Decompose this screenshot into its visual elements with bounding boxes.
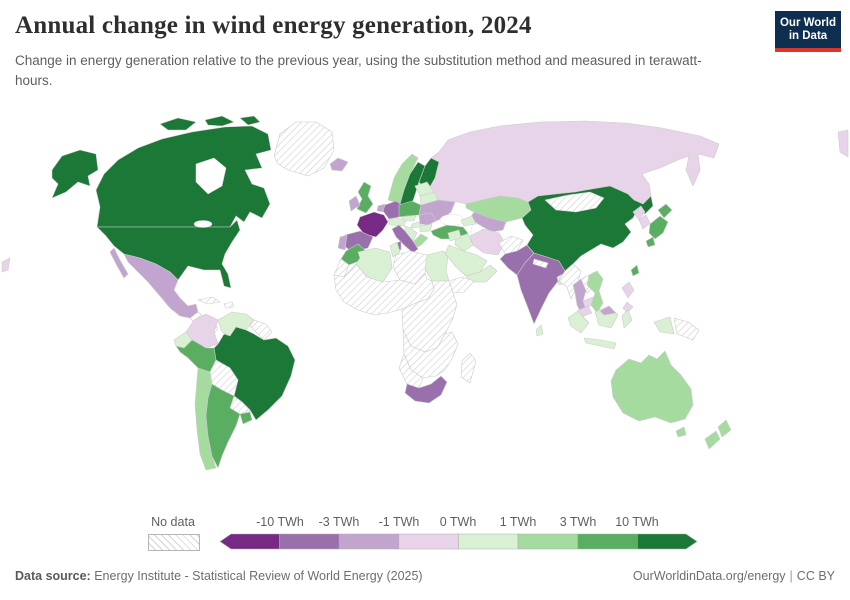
legend-segment[interactable]: [398, 533, 459, 550]
country-france[interactable]: [356, 211, 389, 238]
country-taiwan[interactable]: [630, 264, 640, 277]
footer: Data source: Energy Institute - Statisti…: [15, 569, 835, 583]
legend-tick-label: -1 TWh: [378, 515, 420, 529]
country-ireland[interactable]: [348, 195, 361, 212]
country-japan-kyushu[interactable]: [645, 236, 656, 248]
country-tasmania[interactable]: [675, 426, 687, 438]
legend-segment[interactable]: [517, 533, 579, 550]
owid-logo-line1: Our World: [779, 16, 836, 29]
footer-separator: |: [789, 569, 793, 583]
legend-segment[interactable]: [577, 533, 638, 550]
country-greenland[interactable]: [273, 121, 335, 177]
country-baltics[interactable]: [414, 181, 435, 197]
country-canada[interactable]: [95, 125, 272, 228]
country-syria[interactable]: [447, 229, 462, 242]
country-hispaniola[interactable]: [223, 301, 235, 309]
country-canada-arctic-3[interactable]: [239, 115, 261, 126]
footer-datasource-label: Data source:: [15, 569, 91, 583]
country-indonesia-sulawesi[interactable]: [621, 309, 633, 329]
legend-segment[interactable]: [636, 533, 698, 550]
page-title: Annual change in wind energy generation,…: [15, 12, 532, 39]
country-uruguay[interactable]: [239, 411, 253, 425]
legend-no-data-label: No data: [151, 515, 195, 529]
country-cuba[interactable]: [197, 296, 221, 305]
country-portugal[interactable]: [337, 234, 348, 251]
legend-color-bar: [219, 533, 698, 550]
legend-segment[interactable]: [219, 533, 280, 550]
country-vietnam[interactable]: [586, 270, 604, 314]
country-usa-alaska[interactable]: [51, 149, 99, 199]
country-new-zealand-south[interactable]: [704, 430, 721, 450]
country-afghanistan[interactable]: [498, 235, 524, 255]
footer-datasource-text: Energy Institute - Statistical Review of…: [90, 569, 423, 583]
world-choropleth-map: [0, 112, 850, 507]
legend-tick-label: 10 TWh: [615, 515, 659, 529]
country-australia[interactable]: [610, 350, 694, 424]
legend-segment[interactable]: [279, 533, 340, 550]
country-mongolia[interactable]: [544, 191, 605, 213]
black-sea: [439, 214, 465, 226]
country-uk[interactable]: [356, 181, 374, 214]
page-subtitle: Change in energy generation relative to …: [15, 53, 702, 88]
country-new-zealand-north[interactable]: [717, 419, 732, 438]
great-lakes: [193, 220, 213, 228]
country-south-korea[interactable]: [638, 214, 651, 230]
country-iceland[interactable]: [329, 157, 349, 172]
country-bulgaria[interactable]: [419, 223, 433, 233]
hudson-bay: [195, 157, 227, 195]
country-russia-east-sliver[interactable]: [837, 129, 849, 158]
legend-tick-label: 3 TWh: [559, 515, 597, 529]
country-indonesia-sumatra[interactable]: [567, 310, 590, 334]
country-peru[interactable]: [175, 339, 217, 373]
footer-license: CC BY: [796, 569, 835, 583]
country-japan-hokkaido[interactable]: [657, 203, 673, 219]
country-papua-new-guinea[interactable]: [673, 317, 700, 341]
country-canada-arctic-1[interactable]: [159, 117, 197, 131]
country-iran[interactable]: [469, 228, 506, 256]
country-sri-lanka[interactable]: [535, 324, 544, 337]
country-italy[interactable]: [391, 224, 419, 254]
country-russia[interactable]: [427, 120, 720, 205]
country-switzerland-austria[interactable]: [387, 217, 407, 227]
legend-segment[interactable]: [458, 533, 519, 550]
country-indonesia-west-papua[interactable]: [653, 316, 675, 335]
country-malaysia-borneo[interactable]: [599, 305, 617, 316]
country-canada-arctic-2[interactable]: [204, 115, 235, 127]
country-myanmar[interactable]: [558, 263, 582, 300]
country-mexico[interactable]: [123, 253, 199, 319]
owid-logo-line2: in Data: [788, 29, 828, 42]
legend-segment[interactable]: [338, 533, 400, 550]
country-usa[interactable]: [96, 219, 241, 289]
country-tunisia[interactable]: [389, 241, 401, 258]
footer-link[interactable]: OurWorldinData.org/energy: [632, 569, 786, 583]
country-chukotka-wrap[interactable]: [1, 257, 11, 273]
country-egypt[interactable]: [424, 250, 450, 282]
footer-datasource: Data source: Energy Institute - Statisti…: [15, 569, 423, 583]
legend-tick-label: 0 TWh: [439, 515, 477, 529]
country-japan-honshu[interactable]: [648, 215, 669, 240]
country-philippines[interactable]: [621, 281, 635, 299]
country-madagascar[interactable]: [460, 352, 477, 384]
footer-attribution: OurWorldinData.org/energy | CC BY: [633, 569, 835, 583]
country-mexico-baja[interactable]: [109, 247, 129, 279]
legend-tick-label: -10 TWh: [256, 515, 304, 529]
country-argentina[interactable]: [205, 383, 241, 469]
legend-no-data-swatch[interactable]: [148, 534, 200, 551]
country-nepal[interactable]: [532, 258, 549, 269]
country-north-korea[interactable]: [632, 205, 646, 221]
country-caucasus[interactable]: [460, 215, 477, 227]
legend-tick-label: 1 TWh: [499, 515, 537, 529]
country-south-africa[interactable]: [404, 375, 448, 404]
country-indonesia-java[interactable]: [583, 337, 617, 350]
owid-logo[interactable]: Our World in Data: [775, 11, 841, 52]
legend-tick-label: -3 TWh: [318, 515, 360, 529]
